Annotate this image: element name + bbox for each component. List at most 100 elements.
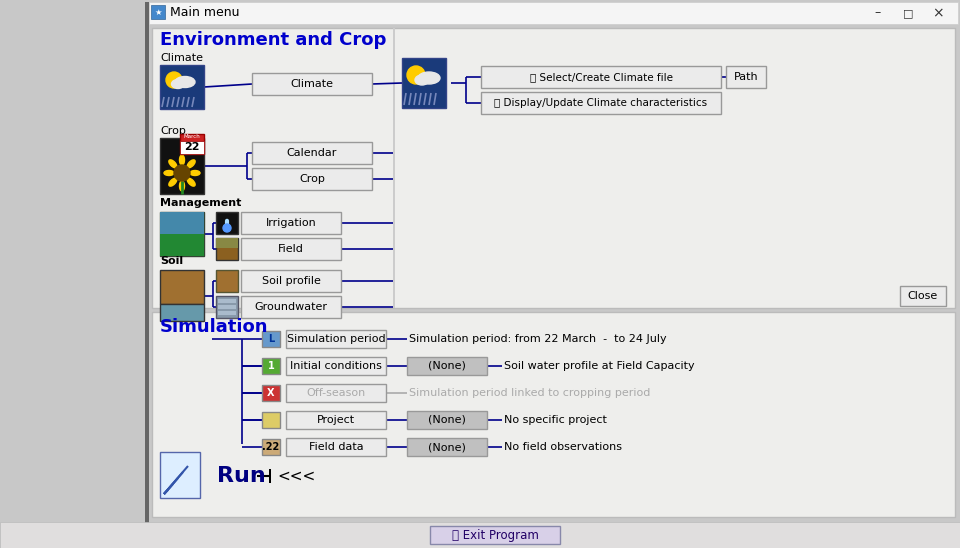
Text: Crop: Crop bbox=[160, 126, 186, 136]
Bar bbox=[262, 331, 280, 347]
Text: Close: Close bbox=[908, 291, 938, 301]
Text: Path: Path bbox=[733, 72, 758, 82]
Ellipse shape bbox=[187, 160, 195, 168]
Text: Crop: Crop bbox=[300, 174, 324, 184]
Bar bbox=[145, 2, 149, 545]
Ellipse shape bbox=[169, 178, 177, 186]
Text: Soil: Soil bbox=[160, 256, 183, 266]
Text: X: X bbox=[267, 388, 275, 398]
Bar bbox=[160, 65, 204, 109]
Text: Run: Run bbox=[217, 466, 266, 486]
Bar bbox=[152, 312, 955, 517]
Bar bbox=[160, 452, 200, 498]
Text: Simulation: Simulation bbox=[160, 318, 269, 336]
Bar bbox=[402, 58, 446, 108]
Bar bbox=[241, 212, 341, 234]
Bar bbox=[262, 439, 280, 455]
Ellipse shape bbox=[169, 160, 177, 168]
Text: (None): (None) bbox=[428, 442, 466, 452]
Bar bbox=[216, 270, 238, 292]
Bar bbox=[151, 5, 165, 19]
Bar bbox=[218, 299, 236, 303]
Bar bbox=[160, 234, 204, 256]
Ellipse shape bbox=[415, 75, 429, 85]
Bar bbox=[241, 270, 341, 292]
Bar bbox=[160, 212, 204, 234]
Bar bbox=[286, 438, 386, 456]
Text: Simulation period: from 22 March  -  to 24 July: Simulation period: from 22 March - to 24… bbox=[409, 334, 666, 344]
Bar bbox=[286, 411, 386, 429]
Ellipse shape bbox=[190, 170, 200, 175]
Bar bbox=[241, 296, 341, 318]
Text: (None): (None) bbox=[428, 415, 466, 425]
Bar bbox=[152, 28, 955, 308]
Bar bbox=[218, 311, 236, 315]
Text: Climate: Climate bbox=[291, 79, 333, 89]
Text: Soil water profile at Field Capacity: Soil water profile at Field Capacity bbox=[504, 361, 695, 371]
Bar bbox=[160, 212, 204, 256]
Ellipse shape bbox=[164, 170, 174, 175]
Text: Simulation period: Simulation period bbox=[287, 334, 385, 344]
Bar bbox=[0, 522, 960, 548]
Text: .22: .22 bbox=[262, 442, 279, 452]
Bar bbox=[160, 138, 204, 194]
Bar bbox=[180, 141, 204, 154]
Text: 1: 1 bbox=[268, 361, 275, 371]
Circle shape bbox=[166, 72, 182, 88]
Bar bbox=[218, 305, 236, 309]
Ellipse shape bbox=[418, 72, 440, 84]
Bar bbox=[180, 134, 204, 154]
Text: Field data: Field data bbox=[309, 442, 363, 452]
Bar bbox=[252, 168, 372, 190]
Bar bbox=[286, 384, 386, 402]
Text: 💠 Exit Program: 💠 Exit Program bbox=[451, 528, 539, 541]
Bar bbox=[286, 357, 386, 375]
Ellipse shape bbox=[175, 77, 195, 88]
Text: 📂 Select/Create Climate file: 📂 Select/Create Climate file bbox=[530, 72, 673, 82]
Bar bbox=[407, 438, 487, 456]
Bar bbox=[262, 412, 280, 428]
Bar bbox=[160, 304, 204, 321]
Bar bbox=[252, 73, 372, 95]
Bar bbox=[252, 142, 372, 164]
Text: Simulation period linked to cropping period: Simulation period linked to cropping per… bbox=[409, 388, 650, 398]
Bar bbox=[216, 212, 238, 234]
Text: No field observations: No field observations bbox=[504, 442, 622, 452]
Text: Calendar: Calendar bbox=[287, 148, 337, 158]
Bar bbox=[241, 238, 341, 260]
Bar bbox=[262, 358, 280, 374]
Text: Soil profile: Soil profile bbox=[261, 276, 321, 286]
Text: Management: Management bbox=[160, 198, 241, 208]
Text: Irrigation: Irrigation bbox=[266, 218, 317, 228]
Ellipse shape bbox=[180, 181, 184, 191]
Text: Climate: Climate bbox=[160, 53, 203, 63]
Bar bbox=[269, 469, 271, 483]
Text: Environment and Crop: Environment and Crop bbox=[160, 31, 386, 49]
Text: ★: ★ bbox=[155, 8, 161, 16]
Bar bbox=[481, 66, 721, 88]
Ellipse shape bbox=[180, 155, 184, 165]
Bar bbox=[216, 238, 238, 260]
Bar bbox=[393, 28, 395, 308]
Ellipse shape bbox=[187, 178, 195, 186]
Text: No specific project: No specific project bbox=[504, 415, 607, 425]
Bar bbox=[407, 411, 487, 429]
Bar bbox=[430, 526, 560, 544]
Bar bbox=[481, 92, 721, 114]
Bar bbox=[160, 270, 204, 304]
Text: <<<: <<< bbox=[277, 469, 315, 483]
Text: 22: 22 bbox=[184, 142, 200, 152]
Ellipse shape bbox=[172, 79, 184, 88]
Text: March: March bbox=[183, 134, 201, 140]
Text: L: L bbox=[268, 334, 275, 344]
Text: Field: Field bbox=[278, 244, 304, 254]
Bar bbox=[407, 357, 487, 375]
Bar bbox=[262, 385, 280, 401]
Text: (None): (None) bbox=[428, 361, 466, 371]
Text: –: – bbox=[875, 7, 881, 20]
Text: Main menu: Main menu bbox=[170, 7, 239, 20]
Bar bbox=[900, 286, 946, 306]
Text: Initial conditions: Initial conditions bbox=[290, 361, 382, 371]
Circle shape bbox=[407, 66, 425, 84]
Text: 📂 Display/Update Climate characteristics: 📂 Display/Update Climate characteristics bbox=[494, 98, 708, 108]
